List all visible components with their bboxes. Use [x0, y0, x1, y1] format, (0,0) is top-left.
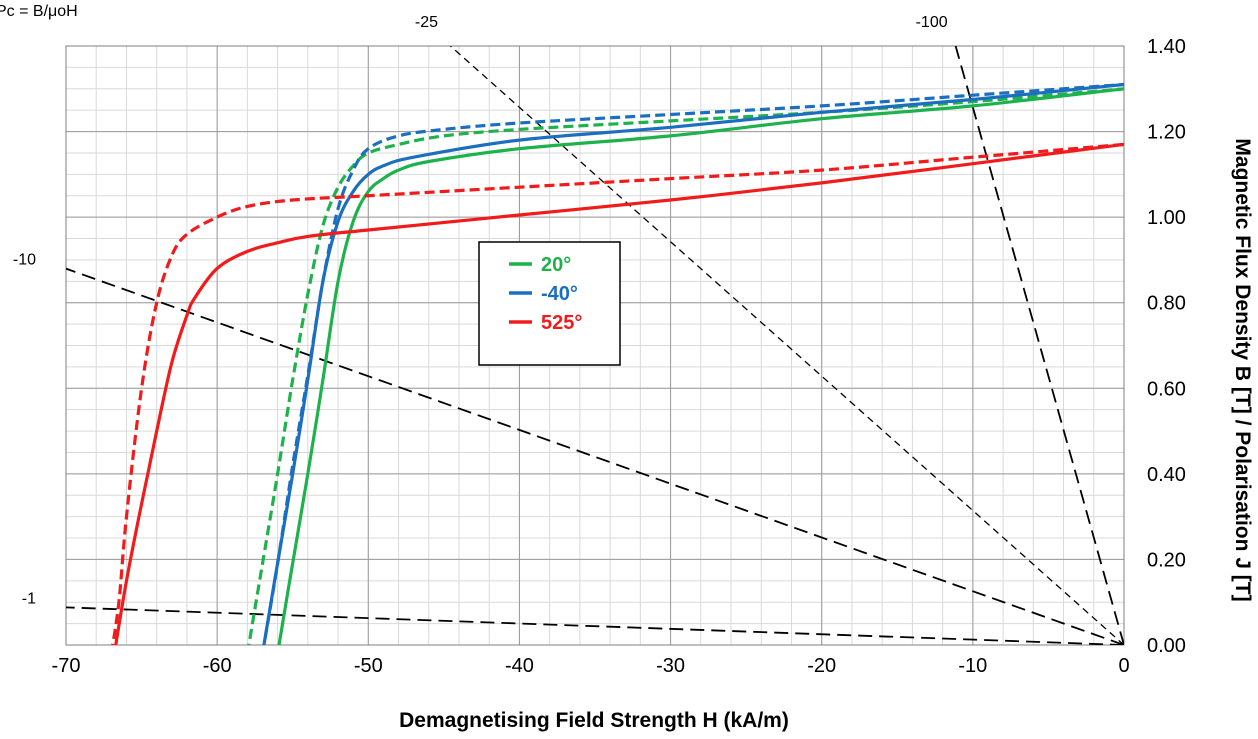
y-tick-label: 0.20	[1147, 549, 1186, 571]
x-tick-label: -60	[203, 655, 232, 677]
load-lines	[66, 46, 1124, 645]
load-line-label: -100	[916, 14, 948, 31]
legend-label: 20°	[541, 254, 571, 276]
y-tick-labels: 0.00 0.20 0.40 0.60 0.80 1.00 1.20 1.40	[1147, 36, 1186, 657]
series-group	[111, 82, 1124, 645]
y-tick-label: 1.00	[1147, 207, 1186, 229]
legend-label: 525°	[541, 312, 582, 334]
load-line	[66, 606, 1124, 645]
legend-label: -40°	[541, 283, 578, 305]
x-tick-label: -30	[656, 655, 685, 677]
load-line-label: -25	[415, 14, 438, 31]
corner-note: Pc = B/μoH	[0, 3, 78, 20]
y-tick-label: 0.00	[1147, 635, 1186, 657]
x-tick-label: -10	[958, 655, 987, 677]
series-line-b-20deg	[277, 87, 1124, 645]
legend-box	[478, 241, 621, 366]
y-tick-label: 0.80	[1147, 293, 1186, 315]
y-tick-label: 0.40	[1147, 464, 1186, 486]
y-tick-label: 0.60	[1147, 378, 1186, 400]
x-tick-label: 0	[1118, 655, 1129, 677]
load-line-label: -10	[13, 252, 36, 269]
load-line-labels: -1 -10 -25 -100	[13, 14, 948, 607]
x-tick-label: -50	[354, 655, 383, 677]
x-tick-label: -20	[807, 655, 836, 677]
series-line-j-minus40deg	[262, 82, 1124, 645]
load-line	[66, 267, 1124, 645]
y-axis-title: Magnetic Flux Density B [T] / Polarisati…	[1231, 138, 1254, 601]
legend: 20° -40° 525°	[478, 241, 621, 366]
series-line-j-20deg	[247, 87, 1124, 645]
x-axis-title: Demagnetising Field Strength H (kA/m)	[399, 709, 789, 732]
y-tick-label: 1.20	[1147, 122, 1186, 144]
x-tick-labels: -70 -60 -50 -40 -30 -20 -10 0	[52, 655, 1130, 677]
load-line	[450, 46, 1124, 645]
series-line-b-minus40deg	[262, 82, 1124, 645]
x-tick-label: -40	[505, 655, 534, 677]
series-line-b-525deg	[114, 142, 1124, 645]
plot-frame	[65, 45, 1125, 646]
x-tick-label: -70	[52, 655, 81, 677]
series-line-j-525deg	[111, 142, 1124, 645]
load-line-label: -1	[22, 590, 36, 607]
y-tick-label: 1.40	[1147, 36, 1186, 58]
